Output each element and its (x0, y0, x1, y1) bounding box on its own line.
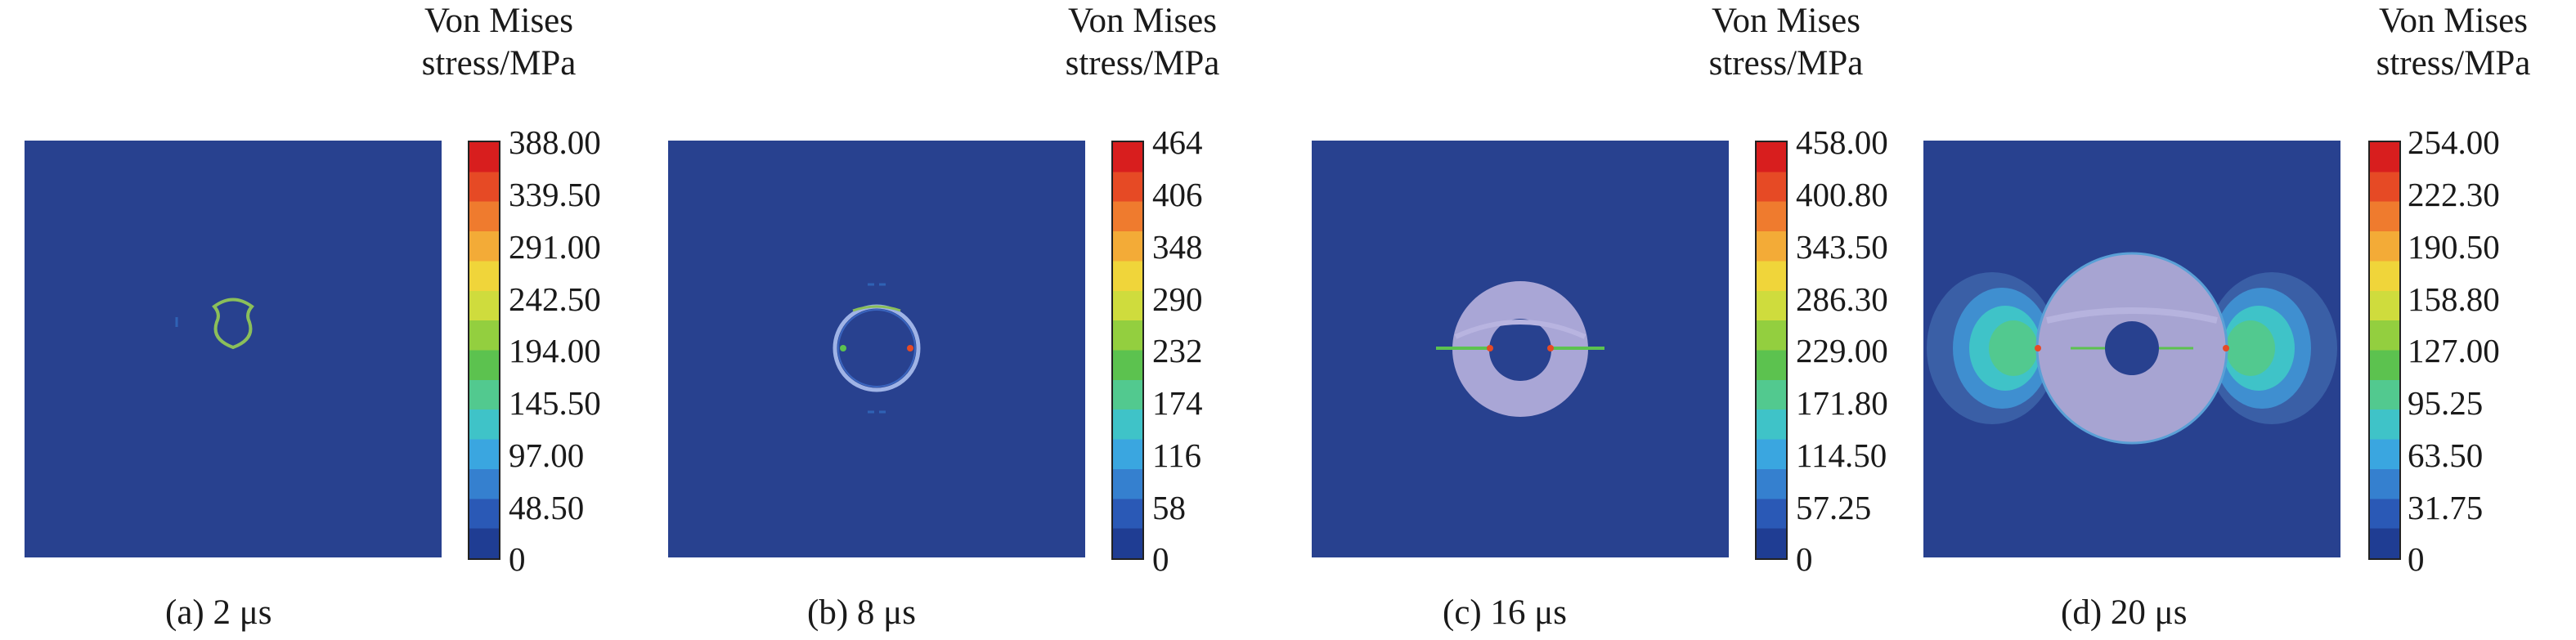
crack-tip-right (1547, 345, 1554, 351)
tick-labels: 254.00 222.30 190.50 158.80 127.00 95.25… (2408, 0, 2500, 577)
tick-label: 0 (2408, 540, 2425, 578)
tick-label: 31.75 (2408, 489, 2484, 526)
tick-label: 406 (1152, 176, 1203, 213)
legend-title: Von Mises stress/MPa (2347, 0, 2560, 85)
stress-disk (2037, 253, 2228, 443)
tick-label: 242.50 (509, 280, 601, 318)
tick-label: 116 (1152, 436, 1201, 474)
tick-label: 464 (1152, 123, 1203, 161)
tick-label: 97.00 (509, 436, 585, 474)
tick-label: 458.00 (1796, 123, 1888, 161)
stress-hotspot-left (840, 345, 846, 351)
tick-labels: 388.00 339.50 291.00 242.50 194.00 145.5… (509, 0, 601, 577)
tick-labels: 464 406 348 290 232 174 116 58 0 (1152, 0, 1203, 577)
annulus-shading (1454, 320, 1586, 339)
field-background (668, 141, 1085, 557)
stress-annulus (1452, 281, 1589, 417)
tick-label: 0 (509, 540, 526, 578)
disk-shading (2046, 307, 2218, 324)
legend-title-line1: Von Mises (1712, 2, 1860, 40)
tick-label: 58 (1152, 489, 1186, 526)
tick-label: 400.80 (1796, 176, 1888, 213)
colorbar (1755, 141, 1788, 560)
tick-label: 57.25 (1796, 489, 1872, 526)
stress-ring (212, 298, 254, 350)
legend-title: Von Mises stress/MPa (1680, 0, 1892, 85)
tick-label: 339.50 (509, 176, 601, 213)
stress-core-right (2226, 320, 2275, 376)
stress-field-b (668, 141, 1085, 557)
stress-field-a (25, 141, 442, 557)
tick-label: 232 (1152, 332, 1203, 369)
legend-title: Von Mises stress/MPa (393, 0, 605, 85)
tick-label: 286.30 (1796, 280, 1888, 318)
crack-tip-left (1487, 345, 1493, 351)
panel-b: Von Mises stress/MPa 464 406 348 290 232… (644, 0, 1287, 640)
caption-c: (c) 16 μs (1443, 593, 1568, 632)
tick-label: 171.80 (1796, 384, 1888, 422)
tick-label: 194.00 (509, 332, 601, 369)
colorbar (468, 141, 500, 560)
panel-d: Von Mises stress/MPa 254.00 222.30 190.5… (1905, 0, 2549, 640)
stress-ring-inner (837, 309, 916, 387)
tick-label: 290 (1152, 280, 1203, 318)
tick-label: 254.00 (2408, 123, 2500, 161)
tick-label: 158.80 (2408, 280, 2500, 318)
legend-title-line2: stress/MPa (1708, 44, 1864, 83)
tick-label: 63.50 (2408, 436, 2484, 474)
legend-title: Von Mises stress/MPa (1036, 0, 1249, 85)
legend-title-line2: stress/MPa (1065, 44, 1220, 83)
stress-field-c (1312, 141, 1729, 557)
tick-label: 348 (1152, 228, 1203, 266)
legend-title-line1: Von Mises (1068, 2, 1217, 40)
panel-c: Von Mises stress/MPa 458.00 400.80 343.5… (1287, 0, 1931, 640)
colorbar (1111, 141, 1144, 560)
caption-d: (d) 20 μs (2061, 593, 2188, 632)
tick-label: 127.00 (2408, 332, 2500, 369)
field-background (1312, 141, 1729, 557)
legend-title-line1: Von Mises (424, 2, 573, 40)
tick-label: 145.50 (509, 384, 601, 422)
caption-b: (b) 8 μs (807, 593, 916, 632)
tick-label: 114.50 (1796, 436, 1887, 474)
tick-label: 388.00 (509, 123, 601, 161)
tick-label: 291.00 (509, 228, 601, 266)
tick-label: 222.30 (2408, 176, 2500, 213)
legend-title-line2: stress/MPa (2376, 44, 2531, 83)
colorbar (2368, 141, 2401, 560)
legend-title-line2: stress/MPa (421, 44, 577, 83)
tick-label: 174 (1152, 384, 1203, 422)
crack-tip-left (2035, 345, 2041, 351)
crack-tip-right (2223, 345, 2229, 351)
tick-label: 0 (1796, 540, 1813, 578)
stress-field-d (1923, 141, 2340, 557)
stress-hotspot-right (907, 345, 913, 351)
tick-label: 229.00 (1796, 332, 1888, 369)
tick-label: 190.50 (2408, 228, 2500, 266)
tick-label: 48.50 (509, 489, 585, 526)
panel-a: Von Mises stress/MPa 388.00 339.50 291.0… (0, 0, 644, 640)
ring-highlight (852, 305, 901, 312)
tick-label: 95.25 (2408, 384, 2484, 422)
tick-label: 343.50 (1796, 228, 1888, 266)
tick-labels: 458.00 400.80 343.50 286.30 229.00 171.8… (1796, 0, 1888, 577)
legend-title-line1: Von Mises (2379, 2, 2528, 40)
stress-core-left (1989, 320, 2038, 376)
caption-a: (a) 2 μs (165, 593, 272, 632)
tick-label: 0 (1152, 540, 1169, 578)
